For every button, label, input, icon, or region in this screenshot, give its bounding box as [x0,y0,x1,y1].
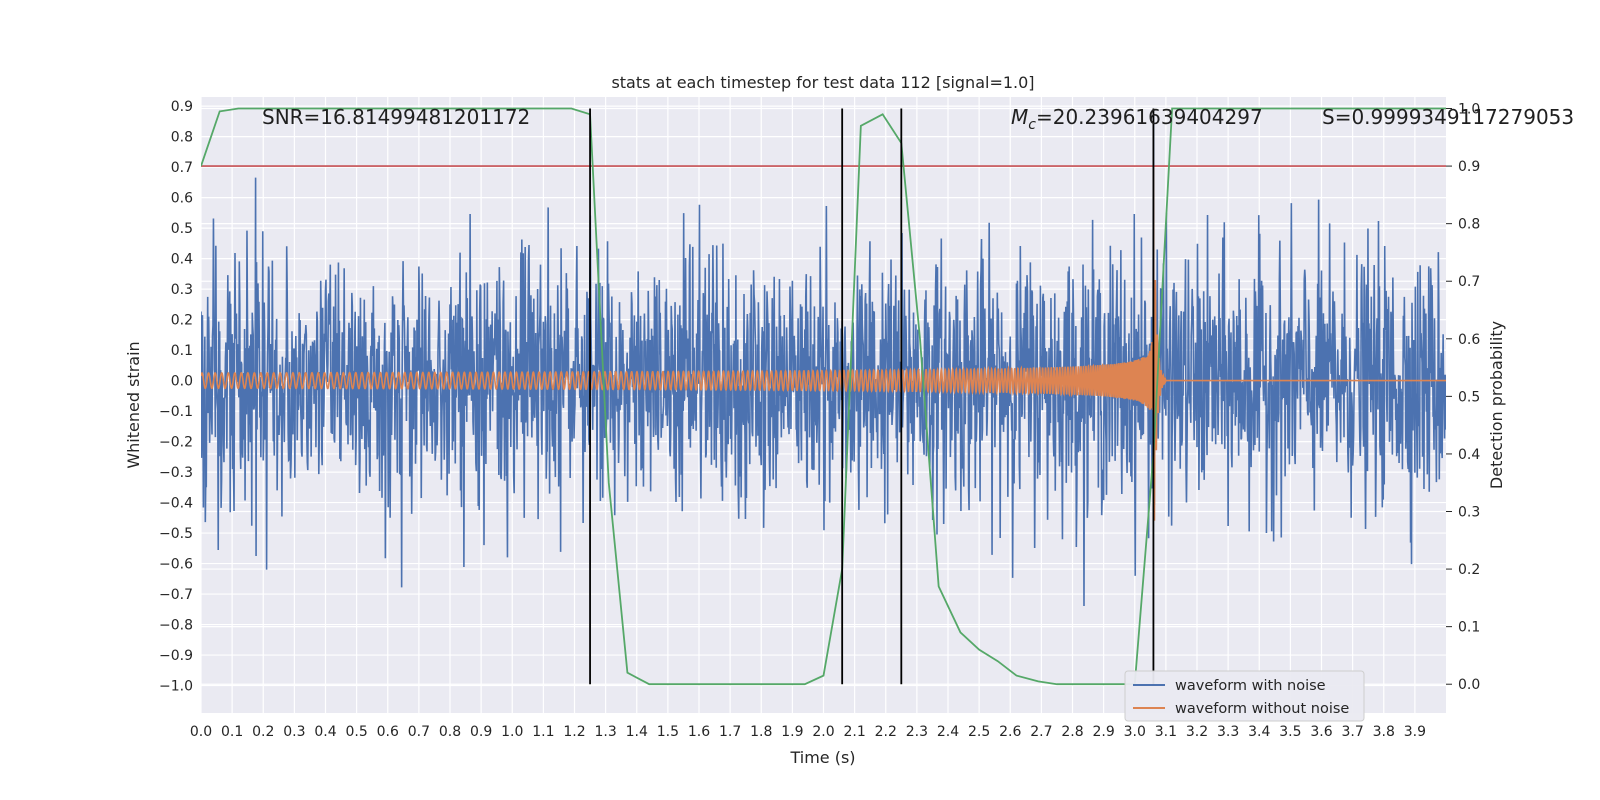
x-tick-label: 0.3 [283,724,305,740]
y2-tick-label: 1.0 [1458,102,1480,118]
y-tick-label: 0.9 [171,99,193,115]
y-tick-label: 0.1 [171,343,193,359]
x-tick-label: 3.3 [1217,724,1239,740]
x-tick-label: 2.2 [875,724,897,740]
y-tick-label: −0.2 [159,435,193,451]
x-tick-label: 2.4 [937,724,959,740]
x-tick-label: 1.9 [781,724,803,740]
x-tick-label: 2.6 [999,724,1021,740]
x-tick-label: 1.6 [688,724,710,740]
x-tick-label: 0.5 [345,724,367,740]
x-tick-label: 3.2 [1186,724,1208,740]
x-tick-label: 2.5 [968,724,990,740]
x-tick-label: 0.1 [221,724,243,740]
x-tick-label: 2.9 [1092,724,1114,740]
y-tick-label: 0.7 [171,160,193,176]
detection-probability-line [201,107,1446,686]
x-tick-label: 3.1 [1155,724,1177,740]
x-tick-label: 0.0 [190,724,212,740]
y-tick-label: −0.6 [159,557,193,573]
y2-tick-label: 0.8 [1458,217,1480,233]
y-tick-label: 0.0 [171,374,193,390]
y2-tick-label: 0.1 [1458,620,1480,636]
x-tick-labels: 0.0 0.1 0.2 0.3 0.4 0.5 0.6 0.7 0.8 0.9 1.0 1.1 1.2 1… [190,724,1426,740]
y2-tick-label: 0.0 [1458,677,1480,693]
y-axis-label: Whitened strain [124,341,143,468]
x-tick-label: 3.5 [1279,724,1301,740]
y-tick-label: 0.5 [171,221,193,237]
x-tick-label: 0.9 [470,724,492,740]
x-tick-label: 0.6 [377,724,399,740]
x-tick-label: 0.7 [408,724,430,740]
x-tick-label: 3.6 [1310,724,1332,740]
y2-tick-label: 0.5 [1458,389,1480,405]
legend-label-noise: waveform with noise [1175,678,1326,694]
y-tick-label: 0.2 [171,313,193,329]
legend-label-clean: waveform without noise [1175,701,1349,717]
x-tick-label: 1.3 [594,724,616,740]
y-tick-label: 0.4 [171,252,193,268]
x-tick-label: 1.7 [719,724,741,740]
y2-tick-label: 0.7 [1458,274,1480,290]
x-tick-label: 2.7 [1030,724,1052,740]
y-tick-label: −0.3 [159,465,193,481]
waveform-without-noise-line [201,167,1446,521]
x-tick-label: 3.8 [1373,724,1395,740]
x-tick-label: 0.2 [252,724,274,740]
y2-tick-label: 0.3 [1458,505,1480,521]
snr-annotation: SNR=16.81499481201172 [262,105,530,129]
y-tick-label: −0.7 [159,587,193,603]
y2-axis-label: Detection probability [1487,321,1506,489]
series-layer [201,107,1446,686]
y-tick-label: 0.3 [171,282,193,298]
y2-tick-label: 0.9 [1458,159,1480,175]
x-tick-label: 1.4 [626,724,648,740]
legend: waveform with noise waveform without noi… [1124,670,1365,722]
y-tick-label: −0.1 [159,404,193,420]
x-tick-label: 3.9 [1404,724,1426,740]
y-tick-label: −0.4 [159,496,193,512]
x-tick-label: 3.0 [1124,724,1146,740]
y2-tick-label: 0.6 [1458,332,1480,348]
x-tick-label: 1.8 [750,724,772,740]
x-tick-label: 0.4 [314,724,336,740]
y2-tick-label: 0.2 [1458,562,1480,578]
y2-tick-label: 0.4 [1458,447,1480,463]
y-tick-label: 0.8 [171,130,193,146]
x-tick-label: 1.1 [532,724,554,740]
s-annotation: S=0.9999349117279053 [1322,105,1574,129]
legend-box [1124,670,1365,722]
y-tick-label: −0.9 [159,648,193,664]
chirp-mass-symbol: M [1011,105,1028,129]
x-tick-label: 0.8 [439,724,461,740]
chart-title: stats at each timestep for test data 112… [611,73,1034,92]
x-tick-label: 2.1 [843,724,865,740]
x-tick-label: 2.3 [906,724,928,740]
chirp-mass-subscript: c [1028,117,1036,133]
y-tick-labels: 0.9 0.8 0.7 0.6 0.5 0.4 0.3 0.2 0.1 0.0 −0.1 −0.2 −0… [159,99,193,694]
y2-tick-labels: 1.0 0.9 0.8 0.7 0.6 0.5 0.4 0.3 0.2 0.1 0.0 [1446,102,1480,693]
y-tick-label: −1.0 [159,679,193,695]
x-tick-label: 1.2 [563,724,585,740]
y-tick-label: 0.6 [171,191,193,207]
x-tick-label: 2.8 [1061,724,1083,740]
y-tick-label: −0.8 [159,618,193,634]
y-tick-label: −0.5 [159,526,193,542]
x-tick-label: 3.4 [1248,724,1270,740]
x-tick-label: 3.7 [1341,724,1363,740]
x-axis-label: Time (s) [789,748,855,767]
chirp-mass-value: =20.23961639404297 [1036,105,1263,129]
x-tick-label: 1.5 [657,724,679,740]
chirp-mass-annotation: Mc=20.23961639404297 [1011,105,1263,133]
x-tick-label: 2.0 [812,724,834,740]
x-tick-label: 1.0 [501,724,523,740]
